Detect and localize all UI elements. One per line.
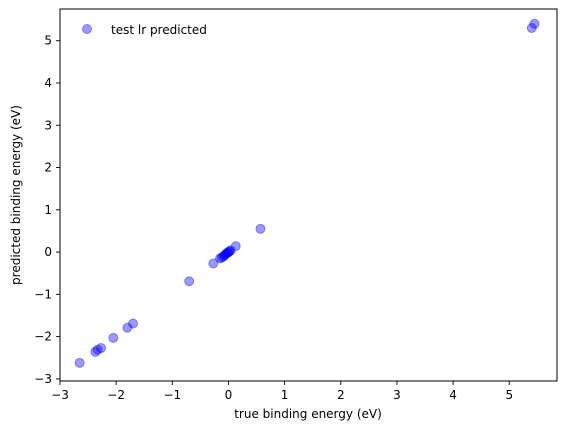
data-point [90, 346, 101, 357]
data-point [92, 344, 103, 355]
x-tick-label: 4 [449, 388, 457, 402]
data-point [224, 246, 235, 257]
y-tick-label: −1 [34, 287, 52, 301]
x-tick-label: 0 [225, 388, 233, 402]
y-tick-label: 5 [44, 34, 52, 48]
data-point [216, 252, 227, 263]
data-point [95, 343, 106, 354]
x-tick-label: −1 [163, 388, 181, 402]
data-point [526, 23, 537, 34]
legend-marker [82, 24, 92, 34]
y-axis-label: predicted binding energy (eV) [9, 105, 23, 285]
data-point [225, 245, 236, 256]
x-tick-label: 3 [393, 388, 401, 402]
x-tick-label: 2 [337, 388, 345, 402]
plot-frame [59, 8, 558, 382]
data-points [74, 18, 540, 368]
y-tick-label: 0 [44, 245, 52, 259]
y-tick-label: −2 [34, 330, 52, 344]
data-point [221, 248, 232, 259]
data-point [208, 258, 219, 269]
data-point [108, 332, 119, 343]
data-point [529, 18, 540, 29]
data-point [74, 357, 85, 368]
data-point [255, 223, 266, 234]
data-point [122, 322, 133, 333]
y-tick-label: 3 [44, 118, 52, 132]
y-tick-label: 4 [44, 76, 52, 90]
data-point [223, 247, 234, 258]
y-tick-label: 1 [44, 203, 52, 217]
y-tick-label: −3 [34, 372, 52, 386]
x-tick-label: −3 [51, 388, 69, 402]
y-tick-label: 2 [44, 161, 52, 175]
data-point [215, 253, 226, 264]
x-tick-label: 5 [505, 388, 513, 402]
data-point [219, 250, 230, 261]
data-point [222, 247, 233, 258]
legend-label: test lr predicted [111, 23, 207, 37]
x-tick-label: −2 [107, 388, 125, 402]
x-tick-label: 1 [281, 388, 289, 402]
data-point [184, 276, 195, 287]
data-point [220, 249, 231, 260]
data-point [218, 251, 229, 262]
x-axis-label: true binding energy (eV) [234, 407, 382, 421]
plot-area [60, 9, 557, 381]
axis-ticks: −3 −2 −1 0 1 2 3 4 5 −3 −2 −1 0 1 2 3 4 5 [34, 34, 513, 402]
data-point [230, 241, 241, 252]
data-point [128, 318, 139, 329]
legend: test lr predicted [82, 23, 207, 37]
